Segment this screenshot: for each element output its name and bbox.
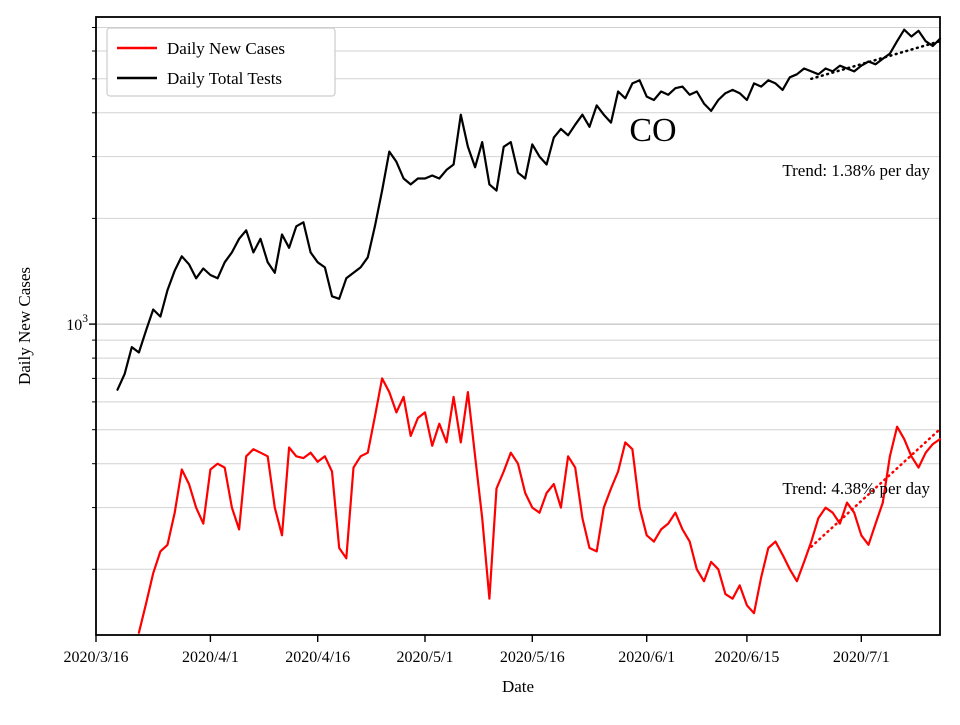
trend-line-daily-new-cases bbox=[810, 427, 942, 548]
legend-label-daily-total-tests: Daily Total Tests bbox=[167, 69, 282, 88]
series-layer bbox=[116, 28, 942, 634]
x-tick-label: 2020/4/1 bbox=[182, 649, 239, 666]
series-daily-total-tests bbox=[116, 28, 942, 391]
legend-label-daily-new-cases: Daily New Cases bbox=[167, 39, 285, 58]
legend: Daily New Cases Daily Total Tests bbox=[106, 27, 336, 97]
legend-box bbox=[106, 27, 336, 97]
x-tick-label: 2020/7/1 bbox=[833, 649, 890, 666]
axes: 2020/3/16 2020/4/1 2020/4/16 2020/5/1 2020/5… bbox=[64, 27, 890, 666]
x-tick-label: 2020/5/16 bbox=[500, 649, 565, 666]
y-axis-label: Daily New Cases bbox=[15, 267, 34, 385]
plot-border bbox=[95, 16, 941, 636]
state-annotation: CO bbox=[629, 112, 676, 149]
trend-line-daily-total-tests bbox=[810, 39, 942, 81]
gridlines bbox=[96, 27, 940, 570]
x-axis-label: Date bbox=[502, 677, 534, 696]
y-tick-label: 103 bbox=[66, 313, 88, 334]
trend-cases-annotation: Trend: 4.38% per day bbox=[782, 479, 930, 498]
trend-tests-annotation: Trend: 1.38% per day bbox=[782, 161, 930, 180]
series-daily-new-cases bbox=[137, 377, 942, 634]
x-tick-label: 2020/6/15 bbox=[714, 649, 779, 666]
x-tick-label: 2020/3/16 bbox=[64, 649, 129, 666]
x-tick-label: 2020/6/1 bbox=[618, 649, 675, 666]
x-tick-label: 2020/4/16 bbox=[285, 649, 350, 666]
x-tick-label: 2020/5/1 bbox=[397, 649, 454, 666]
